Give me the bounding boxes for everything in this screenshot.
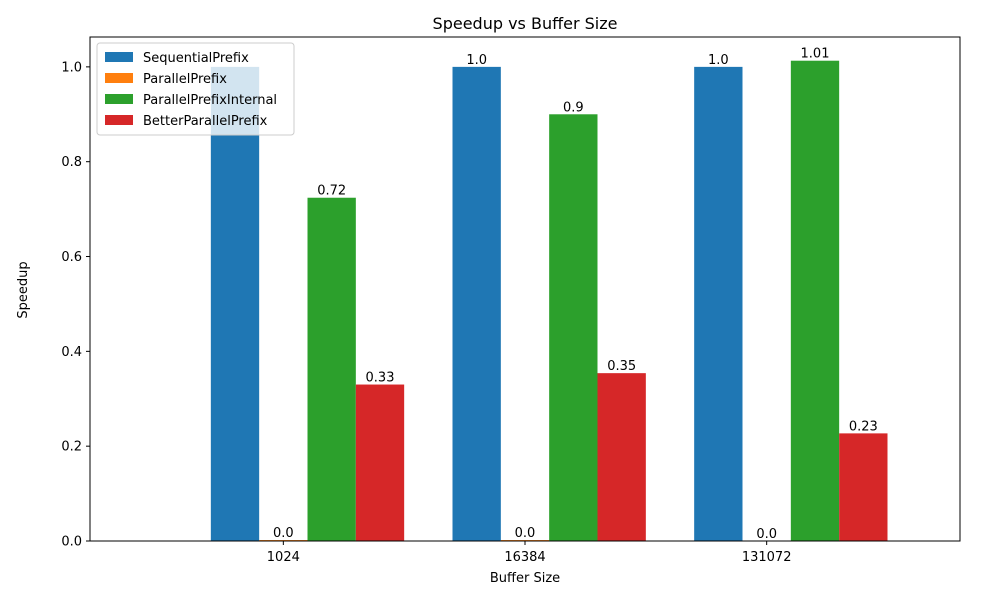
bar-BetterParallelPrefix-131072 [839, 433, 887, 541]
x-tick-label: 16384 [504, 550, 545, 565]
bar-SequentialPrefix-1024 [211, 67, 259, 541]
data-label-BetterParallelPrefix-16384: 0.35 [607, 359, 636, 374]
bars-layer [211, 61, 888, 541]
x-tick-label: 1024 [267, 550, 300, 565]
legend-swatch-BetterParallelPrefix [105, 115, 133, 125]
legend-label-SequentialPrefix: SequentialPrefix [143, 51, 249, 66]
y-axis-label: Speedup [16, 261, 31, 318]
data-label-ParallelPrefix-131072: 0.0 [756, 527, 777, 542]
data-label-BetterParallelPrefix-1024: 0.33 [366, 371, 395, 386]
data-label-ParallelPrefix-1024: 0.0 [273, 526, 294, 541]
data-label-ParallelPrefixInternal-131072: 1.01 [801, 47, 830, 62]
data-label-ParallelPrefixInternal-16384: 0.9 [563, 100, 584, 115]
y-tick-label: 0.8 [61, 155, 82, 170]
data-label-ParallelPrefixInternal-1024: 0.72 [317, 184, 346, 199]
bar-SequentialPrefix-16384 [453, 67, 501, 541]
legend-swatch-ParallelPrefixInternal [105, 94, 133, 104]
data-label-SequentialPrefix-16384: 1.0 [466, 53, 487, 68]
legend-label-ParallelPrefixInternal: ParallelPrefixInternal [143, 93, 277, 108]
bar-ParallelPrefixInternal-1024 [308, 198, 356, 541]
bar-BetterParallelPrefix-1024 [356, 385, 404, 541]
x-axis-label: Buffer Size [490, 571, 560, 586]
data-label-SequentialPrefix-131072: 1.0 [708, 53, 729, 68]
y-tick-label: 0.2 [61, 440, 82, 455]
chart-title: Speedup vs Buffer Size [433, 14, 618, 33]
bar-SequentialPrefix-131072 [694, 67, 742, 541]
bar-ParallelPrefixInternal-16384 [549, 114, 597, 541]
legend: SequentialPrefix ParallelPrefix ParallelPr… [97, 43, 294, 135]
y-tick-label: 0.4 [61, 345, 82, 360]
legend-swatch-SequentialPrefix [105, 52, 133, 62]
data-label-BetterParallelPrefix-131072: 0.23 [849, 419, 878, 434]
data-label-ParallelPrefix-16384: 0.0 [515, 526, 536, 541]
legend-label-ParallelPrefix: ParallelPrefix [143, 72, 227, 87]
x-tick-label: 131072 [742, 550, 792, 565]
legend-label-BetterParallelPrefix: BetterParallelPrefix [143, 114, 268, 129]
bar-ParallelPrefixInternal-131072 [791, 61, 839, 541]
bar-BetterParallelPrefix-16384 [598, 373, 646, 541]
y-tick-label: 0.6 [61, 250, 82, 265]
legend-swatch-ParallelPrefix [105, 73, 133, 83]
y-tick-label: 0.0 [61, 535, 82, 550]
y-tick-label: 1.0 [61, 60, 82, 75]
